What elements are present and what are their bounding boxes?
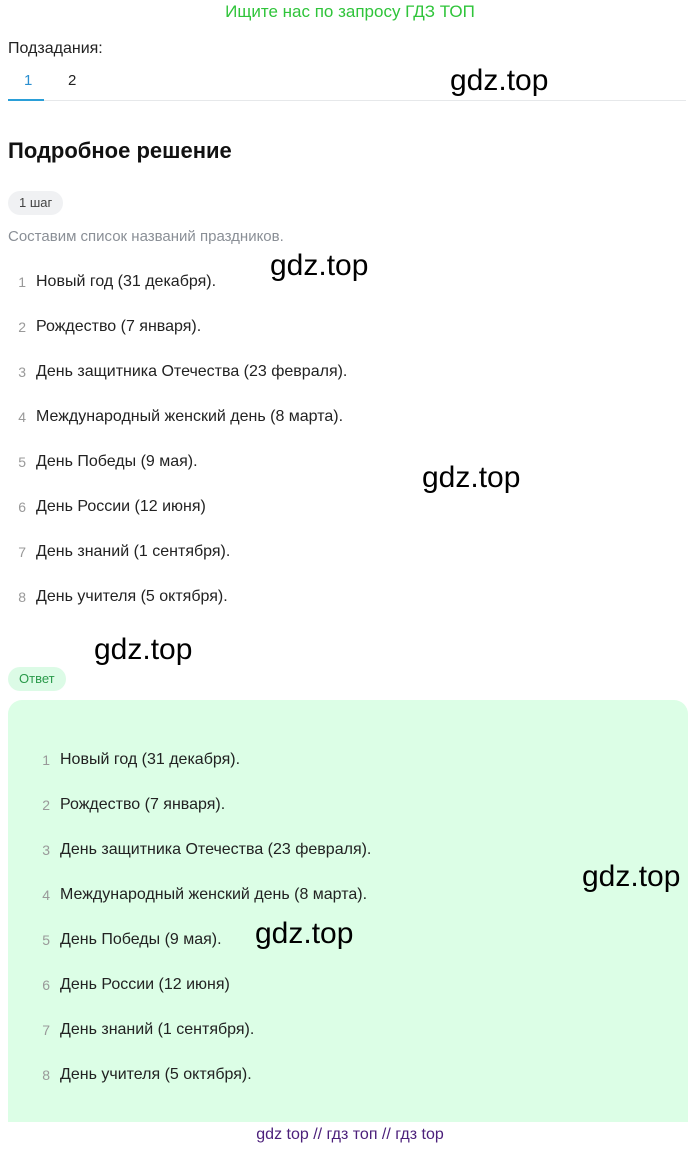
item-text: Новый год (31 декабря). <box>36 273 217 290</box>
list-item: 4 Международный женский день (8 марта). <box>0 407 347 452</box>
item-text: День Победы (9 мая). <box>60 931 222 948</box>
list-item: 6 День России (12 июня) <box>24 975 371 1020</box>
list-item: 1 Новый год (31 декабря). <box>24 750 371 795</box>
list-item: 7 День знаний (1 сентября). <box>24 1020 371 1065</box>
answer-box <box>8 700 688 1122</box>
list-item: 2 Рождество (7 января). <box>24 795 371 840</box>
answer-list: 1 Новый год (31 декабря). 2 Рождество (7 ян… <box>24 750 371 1110</box>
watermark: gdz.top <box>450 64 549 97</box>
list-item: 6 День России (12 июня) <box>0 497 347 542</box>
list-item: 8 День учителя (5 октября). <box>24 1065 371 1110</box>
list-item: 4 Международный женский день (8 марта). <box>24 885 371 930</box>
item-text: Рождество (7 января). <box>36 318 202 335</box>
item-text: День учителя (5 октября). <box>60 1066 252 1083</box>
tab-subtask-2[interactable]: 2 <box>68 72 77 89</box>
item-text: День Победы (9 мая). <box>36 453 198 470</box>
item-number: 2 <box>42 797 50 813</box>
list-item: 8 День учителя (5 октября). <box>0 587 347 632</box>
item-number: 5 <box>42 932 50 948</box>
list-item: 1 Новый год (31 декабря). <box>0 272 347 317</box>
item-number: 1 <box>42 752 50 768</box>
watermark: gdz.top <box>422 461 521 494</box>
item-number: 4 <box>42 887 50 903</box>
item-text: День защитника Отечества (23 февраля). <box>60 841 372 858</box>
item-text: День знаний (1 сентября). <box>36 543 231 560</box>
item-number: 5 <box>18 454 26 470</box>
list-item: 2 Рождество (7 января). <box>0 317 347 362</box>
watermark: gdz.top <box>255 917 354 950</box>
step-description: Составим список названий праздников. <box>8 228 284 245</box>
watermark: gdz.top <box>94 633 193 666</box>
item-number: 8 <box>18 589 26 605</box>
watermark: gdz.top <box>582 860 681 893</box>
answer-badge: Ответ <box>8 667 66 691</box>
active-tab-indicator <box>8 99 44 101</box>
promo-banner[interactable]: Ищите нас по запросу ГДЗ ТОП <box>225 2 475 21</box>
page-title: Подробное решение <box>8 138 232 163</box>
item-text: День учителя (5 октября). <box>36 588 228 605</box>
list-item: 3 День защитника Отечества (23 февраля). <box>0 362 347 407</box>
item-text: Рождество (7 января). <box>60 796 226 813</box>
item-number: 8 <box>42 1067 50 1083</box>
item-text: День знаний (1 сентября). <box>60 1021 255 1038</box>
item-number: 3 <box>42 842 50 858</box>
tabs-divider <box>8 100 686 101</box>
item-number: 2 <box>18 319 26 335</box>
item-number: 1 <box>18 274 26 290</box>
item-text: Международный женский день (8 марта). <box>36 408 344 425</box>
list-item: 5 День Победы (9 мая). <box>0 452 347 497</box>
subtasks-label: Подзадания: <box>8 40 103 57</box>
tab-subtask-1[interactable]: 1 <box>24 72 33 89</box>
watermark: gdz.top <box>270 249 369 282</box>
item-text: День защитника Отечества (23 февраля). <box>36 363 348 380</box>
list-item: 5 День Победы (9 мая). <box>24 930 371 975</box>
item-text: День России (12 июня) <box>36 498 206 515</box>
item-text: День России (12 июня) <box>60 976 230 993</box>
footer-links[interactable]: gdz top // гдз топ // гдз top <box>256 1126 444 1143</box>
item-number: 7 <box>18 544 26 560</box>
item-number: 6 <box>42 977 50 993</box>
item-text: Международный женский день (8 марта). <box>60 886 368 903</box>
item-number: 6 <box>18 499 26 515</box>
solution-list: 1 Новый год (31 декабря). 2 Рождество (7 ян… <box>0 272 347 632</box>
item-text: Новый год (31 декабря). <box>60 751 241 768</box>
item-number: 3 <box>18 364 26 380</box>
item-number: 4 <box>18 409 26 425</box>
list-item: 7 День знаний (1 сентября). <box>0 542 347 587</box>
step-badge: 1 шаг <box>8 191 64 215</box>
list-item: 3 День защитника Отечества (23 февраля). <box>24 840 371 885</box>
item-number: 7 <box>42 1022 50 1038</box>
